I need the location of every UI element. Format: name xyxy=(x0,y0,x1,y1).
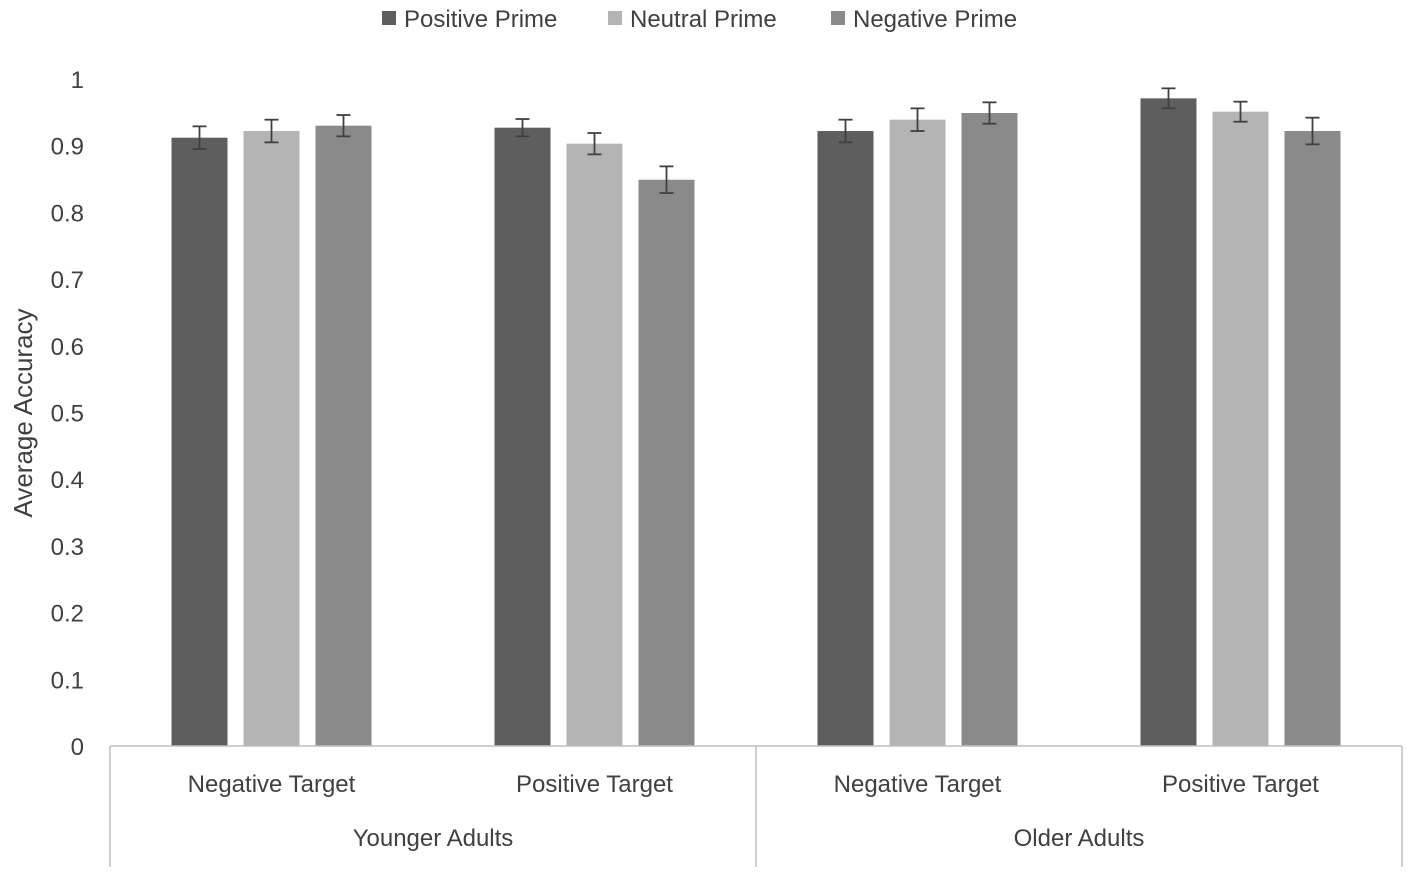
bar-neutral-prime xyxy=(566,143,623,747)
x-group-label: Younger Adults xyxy=(353,825,514,852)
legend: Positive Prime Neutral Prime Negative Prim… xyxy=(382,6,1017,33)
bar-negative-prime xyxy=(315,125,372,746)
bar-positive-prime xyxy=(171,137,228,747)
y-tick-label: 0.1 xyxy=(51,667,84,694)
y-tick-label: 0.6 xyxy=(51,334,84,361)
y-tick-label: 0.4 xyxy=(51,467,84,494)
y-axis-label: Average Accuracy xyxy=(8,308,38,517)
bar-positive-prime xyxy=(817,131,874,746)
y-tick-label: 0.8 xyxy=(51,200,84,227)
bar-negative-prime xyxy=(1284,131,1341,746)
legend-label: Negative Prime xyxy=(853,6,1017,33)
bar-positive-prime xyxy=(1140,98,1197,746)
x-tick-label: Positive Target xyxy=(1162,771,1319,798)
x-tick-label: Negative Target xyxy=(188,771,356,798)
x-tick-label: Negative Target xyxy=(834,771,1002,798)
y-axis-ticks: 0 0.1 0.2 0.3 0.4 0.5 0.6 0.7 0.8 0.9 1 xyxy=(51,67,84,761)
bar-positive-prime xyxy=(494,127,551,747)
bar-negative-prime xyxy=(961,113,1018,747)
x-group-label: Older Adults xyxy=(1014,825,1145,852)
bar-neutral-prime xyxy=(243,131,300,746)
y-tick-label: 0.2 xyxy=(51,601,84,628)
bar-neutral-prime xyxy=(889,119,946,746)
bar-neutral-prime xyxy=(1212,111,1269,747)
y-tick-label: 0 xyxy=(71,734,84,761)
y-tick-label: 0.3 xyxy=(51,534,84,561)
x-tick-label: Positive Target xyxy=(516,771,673,798)
y-tick-label: 0.5 xyxy=(51,401,84,428)
legend-label: Neutral Prime xyxy=(630,6,777,33)
y-tick-label: 1 xyxy=(71,67,84,94)
legend-swatch-positive-prime xyxy=(382,11,396,25)
legend-swatch-neutral-prime xyxy=(608,11,622,25)
error-bars xyxy=(192,87,1320,194)
bar-negative-prime xyxy=(638,179,695,747)
bars xyxy=(171,98,1341,747)
y-tick-label: 0.9 xyxy=(51,134,84,161)
legend-label: Positive Prime xyxy=(404,6,557,33)
y-tick-label: 0.7 xyxy=(51,267,84,294)
legend-swatch-negative-prime xyxy=(831,11,845,25)
